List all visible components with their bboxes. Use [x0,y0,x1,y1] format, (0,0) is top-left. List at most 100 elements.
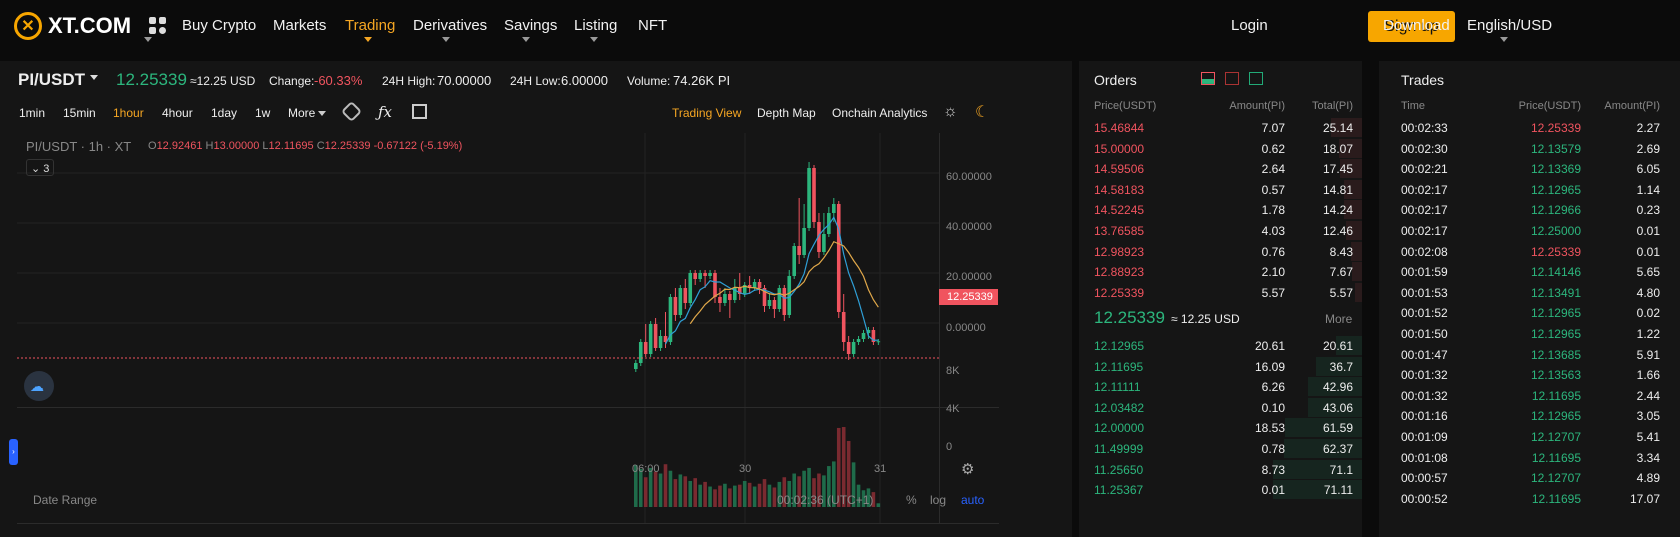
orderbook-asks-view-icon[interactable] [1225,72,1239,85]
interval-1hour[interactable]: 1hour [113,106,144,120]
order-price: 15.46844 [1094,121,1145,135]
logo-mark-icon: ✕ [14,12,42,40]
chevron-down-icon[interactable] [90,75,98,80]
ask-row[interactable]: 12.88923 2.10 7.67 [1079,261,1362,283]
bid-row[interactable]: 11.49999 0.78 62.37 [1079,438,1362,460]
trade-amount: 1.66 [1636,368,1660,383]
orderbook-both-view-icon[interactable] [1201,72,1215,85]
auto-toggle[interactable]: auto [961,493,985,507]
orderbook-more-link[interactable]: More [1325,312,1353,326]
trade-time: 00:01:08 [1401,450,1448,465]
nav-trading[interactable]: Trading [345,17,396,34]
trade-time: 00:01:53 [1401,285,1448,300]
moon-icon[interactable]: ☾ [975,104,990,121]
price-usd: ≈12.25 USD [190,74,256,88]
interval-1day[interactable]: 1day [211,106,238,120]
legend-ohlc: O12.92461 H13.00000 L12.11695 C12.25339 … [148,140,463,152]
order-amount: 0.57 [1261,182,1285,197]
depth-bar [1308,377,1362,397]
trade-time: 00:01:52 [1401,306,1448,321]
volume-bar [737,484,742,507]
logo[interactable]: ✕ XT.COM [14,12,131,40]
download-link[interactable]: Download [1383,17,1450,34]
signup-button[interactable]: Sign up [1368,11,1455,42]
nav-buy-crypto[interactable]: Buy Crypto [182,17,257,34]
locale-selector[interactable]: English/USD [1467,17,1553,34]
date-range-selector[interactable]: Date Range [33,493,98,507]
trade-time: 00:00:57 [1401,471,1448,486]
tab-trading-view[interactable]: Trading View [672,106,742,120]
interval-4hour[interactable]: 4hour [162,106,193,120]
bid-row[interactable]: 11.25650 8.73 71.1 [1079,459,1362,481]
volume-bar [841,427,846,507]
tab-onchain-analytics[interactable]: Onchain Analytics [832,106,928,120]
ask-row[interactable]: 14.58183 0.57 14.81 [1079,179,1362,201]
candle [812,168,816,222]
trade-row: 00:00:57 12.12707 4.89 [1379,467,1680,489]
trade-amount: 2.44 [1636,388,1660,403]
chart-settings-icon[interactable]: ⚙ [961,461,975,478]
candlestick-chart[interactable] [0,133,1000,537]
trade-price: 12.13685 [1530,347,1581,362]
ask-row[interactable]: 12.25339 5.57 5.57 [1079,282,1362,304]
col-header-trade-amount: Amount(PI) [1604,100,1660,112]
ask-row[interactable]: 15.46844 7.07 25.14 [1079,117,1362,139]
nav-nft[interactable]: NFT [638,17,668,34]
fullscreen-icon[interactable] [412,104,427,119]
log-toggle[interactable]: log [930,493,947,507]
candle [856,339,861,342]
volume-bar [698,484,702,507]
bid-row[interactable]: 12.11695 16.09 36.7 [1079,356,1362,378]
candle [653,324,658,348]
order-amount: 2.64 [1261,162,1285,177]
percent-toggle[interactable]: % [906,493,917,507]
order-amount: 20.61 [1254,339,1285,353]
candle [733,288,737,300]
ask-row[interactable]: 12.98923 0.76 8.43 [1079,241,1362,263]
bid-row[interactable]: 12.00000 18.53 61.59 [1079,417,1362,439]
candle [782,288,787,315]
order-total: 62.37 [1322,442,1353,456]
trade-price: 12.25339 [1530,121,1581,135]
settings-hex-icon[interactable] [340,100,363,123]
login-link[interactable]: Login [1231,17,1268,34]
nav-derivatives[interactable]: Derivatives [413,17,488,34]
sun-icon[interactable]: ☼ [943,103,958,120]
trade-price: 12.13563 [1530,368,1581,383]
vol-tick: 4K [946,403,960,415]
tab-depth-map[interactable]: Depth Map [757,106,816,120]
ask-row[interactable]: 15.00000 0.62 18.07 [1079,138,1362,160]
sidebar-expand-handle[interactable]: › [9,439,18,465]
nav-markets[interactable]: Markets [273,17,327,34]
volume-label: Volume: [627,74,671,88]
orderbook-bids-view-icon[interactable] [1249,72,1263,85]
order-total: 43.06 [1322,400,1353,415]
pair-selector[interactable]: PI/USDT [18,70,86,89]
trade-price: 12.12966 [1530,203,1581,218]
trade-time: 00:01:16 [1401,409,1448,424]
apps-grid-icon[interactable] [149,17,167,35]
y-tick: 60.00000 [946,171,992,183]
ask-row[interactable]: 14.59506 2.64 17.45 [1079,158,1362,180]
indicator-toggle[interactable]: ⌄ 3 [26,159,54,176]
bid-row[interactable]: 12.03482 0.10 43.06 [1079,397,1362,419]
nav-savings[interactable]: Savings [504,17,558,34]
last-price: 12.25339 [116,70,187,89]
more-intervals[interactable]: More [288,106,316,120]
trade-row: 00:01:59 12.14146 5.65 [1379,261,1680,283]
bid-row[interactable]: 11.25367 0.01 71.11 [1079,479,1362,501]
depth-bar [1330,118,1362,137]
bid-row[interactable]: 12.11111 6.26 42.96 [1079,376,1362,398]
volume-bar [782,477,787,507]
candle [658,336,663,348]
tradingview-logo-icon[interactable]: ☁ [24,371,54,401]
ask-row[interactable]: 14.52245 1.78 14.24 [1079,199,1362,221]
nav-listing[interactable]: Listing [574,17,618,34]
interval-1min[interactable]: 1min [19,106,46,120]
interval-15min[interactable]: 15min [63,106,96,120]
trade-price: 12.12965 [1530,306,1581,321]
interval-1w[interactable]: 1w [255,106,271,120]
bid-row[interactable]: 12.12965 20.61 20.61 [1079,335,1362,357]
ask-row[interactable]: 13.76585 4.03 12.46 [1079,220,1362,242]
indicator-fx-icon[interactable]: ƒx [378,103,393,121]
